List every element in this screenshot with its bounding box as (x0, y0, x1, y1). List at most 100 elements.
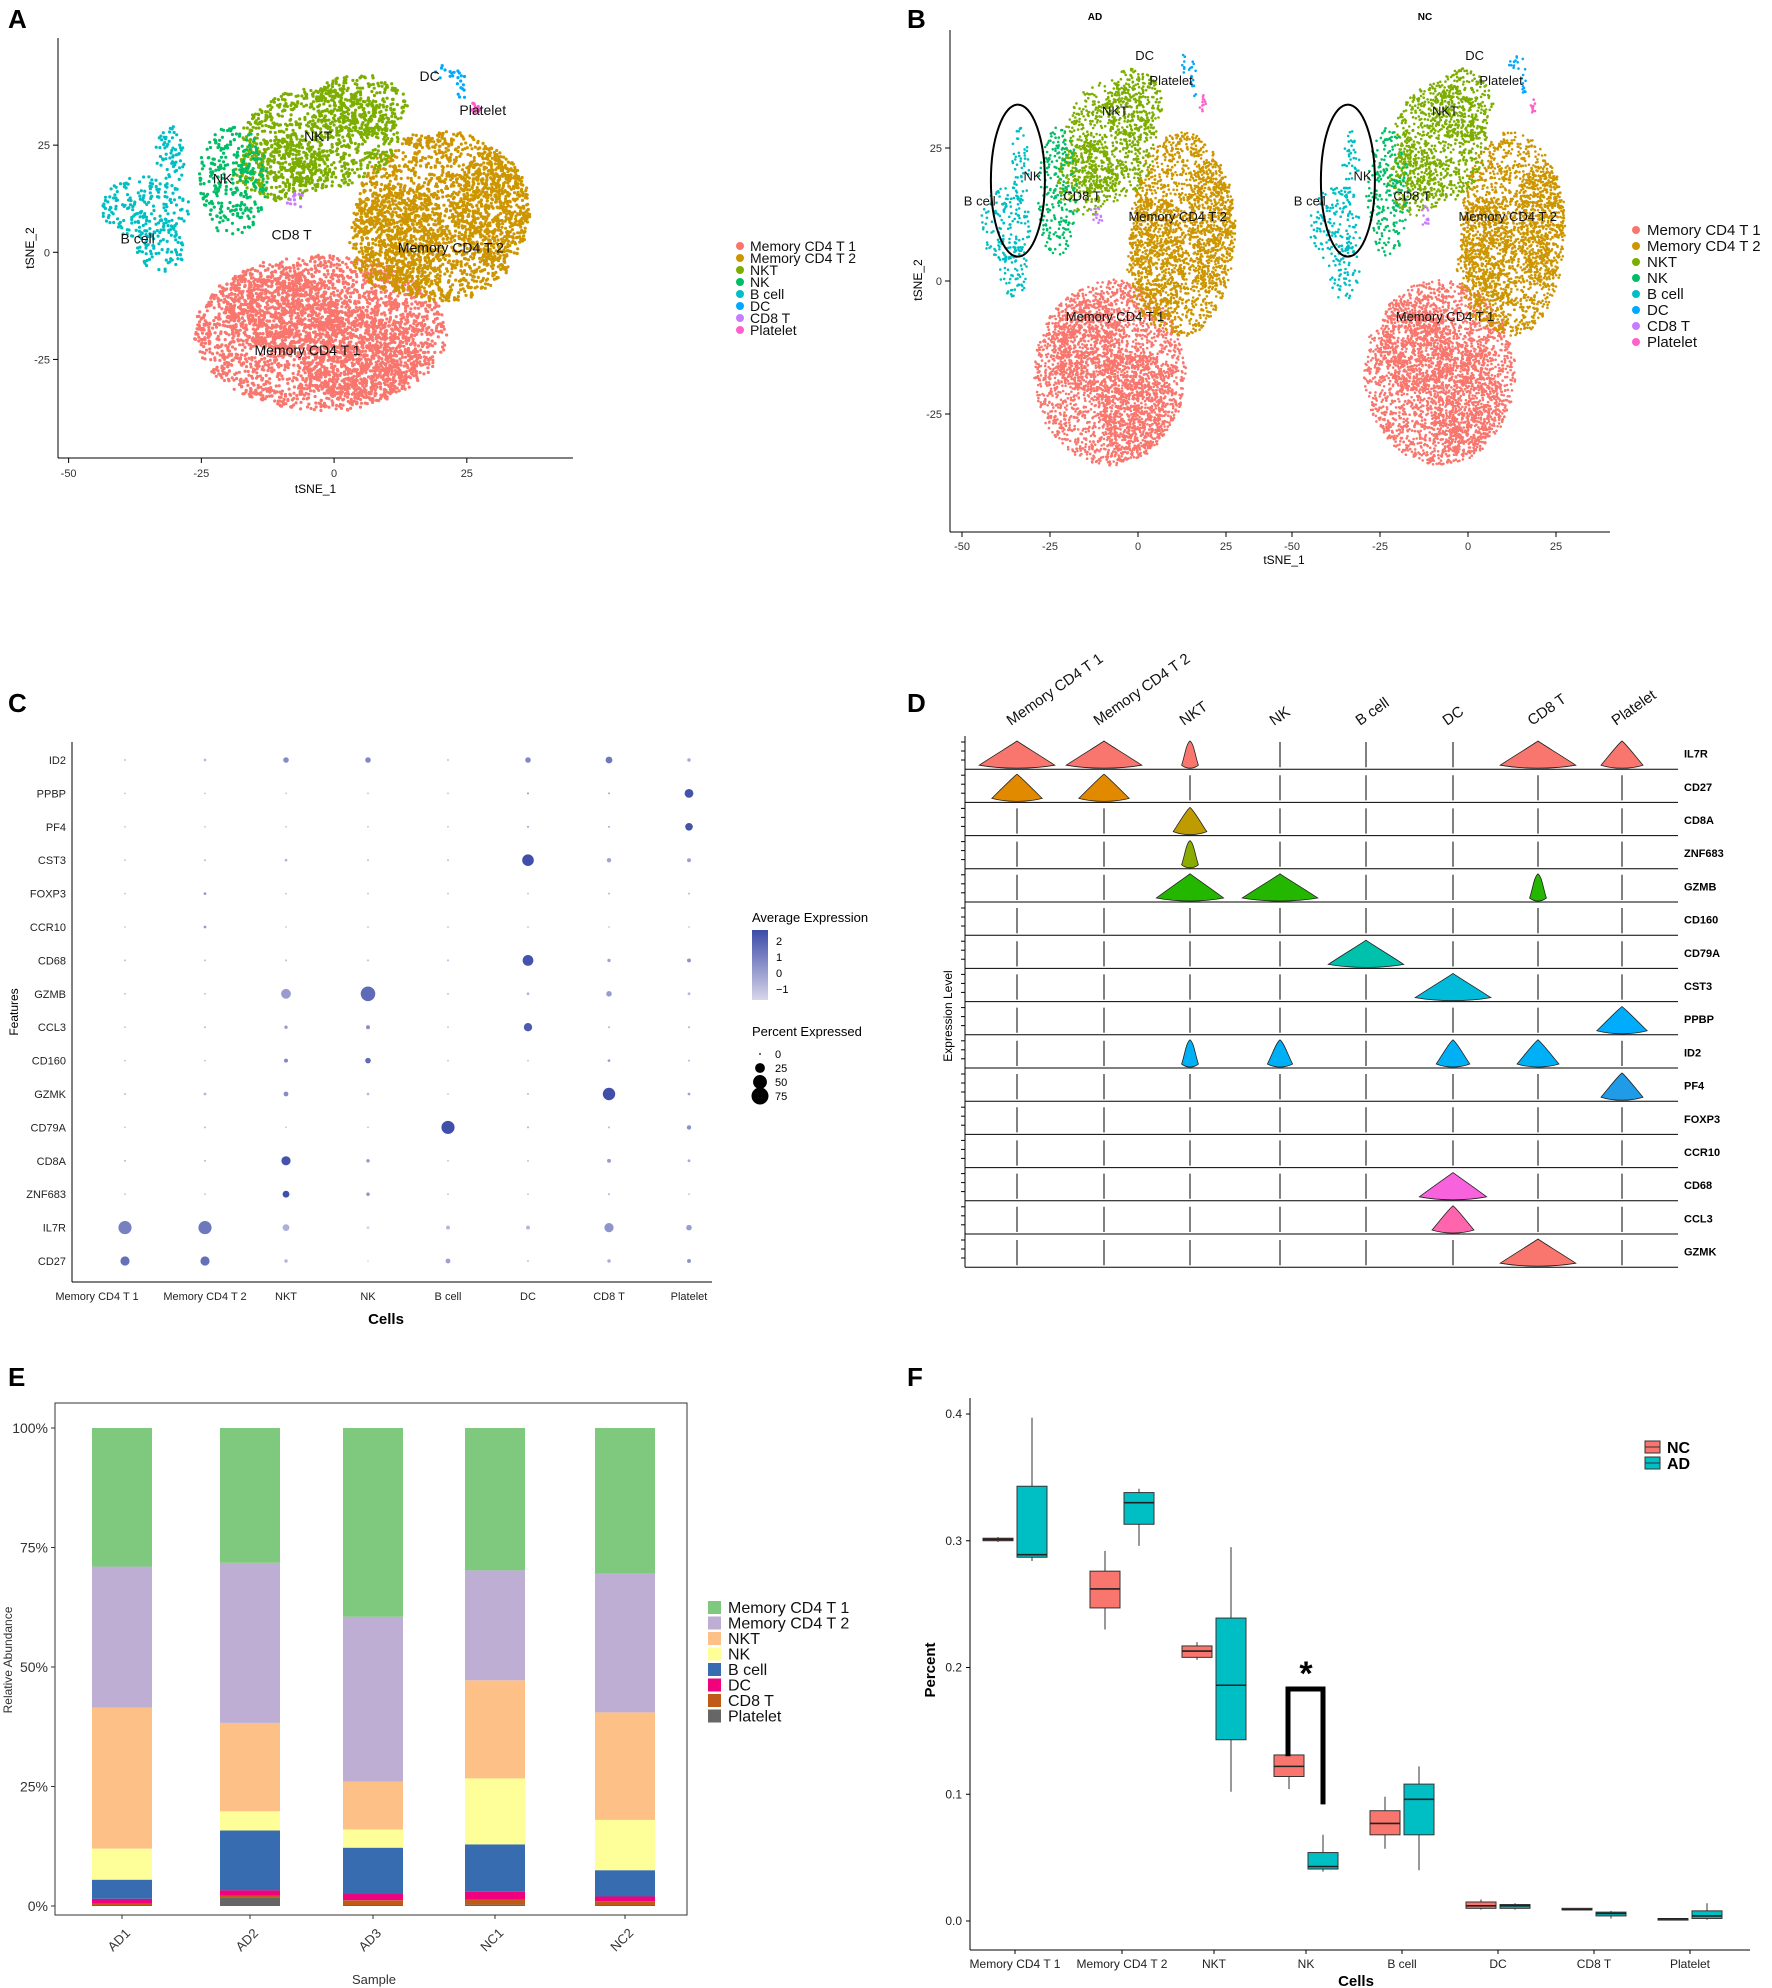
cell-point (297, 300, 301, 304)
cell-point (305, 334, 309, 338)
cell-point (344, 262, 348, 266)
cell-point (221, 369, 225, 373)
cell-point (288, 333, 292, 338)
cell-point (348, 378, 352, 382)
x-axis-title: tSNE_1 (295, 482, 337, 496)
cell-point (340, 362, 344, 366)
cell-point (406, 312, 410, 316)
cell-point (290, 274, 294, 278)
cell-point (230, 310, 234, 314)
cell-point (451, 265, 456, 269)
cell-point (337, 263, 342, 267)
cell-point (302, 393, 306, 397)
cell-point (250, 272, 254, 276)
cell-point (352, 334, 356, 338)
cell-point (365, 320, 369, 324)
cell-point (380, 182, 384, 186)
cell-point (283, 324, 287, 328)
cell-point (374, 364, 378, 368)
cell-point (226, 365, 230, 369)
cell-point (282, 306, 286, 310)
cell-point (297, 257, 301, 261)
cell-point (380, 318, 384, 322)
cell-point (224, 307, 228, 312)
cell-point (412, 368, 416, 372)
cell-point (222, 378, 226, 383)
cell-point (486, 271, 490, 275)
cell-point (223, 361, 227, 365)
cell-point (370, 320, 374, 324)
cell-point (297, 357, 301, 361)
cell-point (385, 300, 389, 304)
cell-point (437, 196, 441, 200)
cell-point (249, 276, 253, 280)
cell-point (423, 323, 427, 327)
cell-point (282, 350, 286, 354)
cell-point (303, 278, 307, 282)
cell-point (343, 381, 347, 385)
cell-point (256, 374, 260, 379)
cell-point (233, 319, 237, 323)
cell-point (369, 315, 374, 320)
cell-point (262, 278, 266, 282)
cell-point (370, 388, 374, 393)
cell-point (243, 345, 247, 349)
cell-point (368, 302, 372, 306)
cell-point (289, 311, 294, 315)
cell-point (244, 377, 248, 381)
cell-point (231, 339, 235, 344)
cell-point (392, 319, 396, 323)
panel-letter-F: F (907, 1362, 923, 1392)
cell-point (426, 357, 431, 361)
cell-point (405, 341, 409, 346)
cell-point (414, 163, 418, 167)
cell-point (368, 361, 373, 365)
cell-point (310, 369, 314, 373)
cell-point (201, 356, 205, 360)
cell-point (295, 397, 299, 401)
cell-point (296, 372, 300, 376)
cell-point (340, 305, 344, 309)
cell-point (261, 260, 265, 265)
cell-point (359, 215, 363, 219)
cell-point (230, 345, 235, 349)
cell-point (414, 373, 418, 377)
cell-point (306, 268, 310, 272)
cell-point (319, 316, 323, 320)
cell-point (256, 297, 260, 301)
cell-point (267, 296, 271, 300)
cell-point (264, 292, 268, 296)
cell-point (289, 320, 293, 324)
cell-point (466, 258, 471, 262)
cell-point (334, 335, 338, 339)
cell-point (205, 309, 209, 313)
cell-point (390, 387, 394, 391)
cell-point (355, 396, 359, 400)
cell-point (243, 280, 247, 284)
cell-point (319, 278, 324, 282)
cell-point (431, 358, 435, 362)
cell-point (432, 140, 436, 144)
cell-point (292, 358, 296, 362)
cell-point (333, 393, 337, 397)
cell-point (298, 282, 302, 286)
cell-point (212, 306, 216, 310)
cell-point (379, 382, 383, 386)
cell-point (378, 330, 382, 334)
cell-point (422, 372, 426, 376)
cell-point (289, 317, 293, 321)
cell-point (314, 401, 318, 405)
cell-point (197, 320, 202, 324)
cell-point (299, 361, 304, 365)
cell-point (282, 313, 286, 317)
cell-point (435, 157, 439, 161)
cell-point (287, 284, 291, 288)
cell-point (194, 330, 198, 335)
cell-point (330, 379, 334, 383)
cell-point (262, 368, 266, 372)
cell-point (307, 374, 311, 378)
cell-point (377, 355, 381, 359)
cell-point (218, 358, 222, 362)
cell-point (314, 335, 318, 339)
cell-point (389, 364, 393, 368)
